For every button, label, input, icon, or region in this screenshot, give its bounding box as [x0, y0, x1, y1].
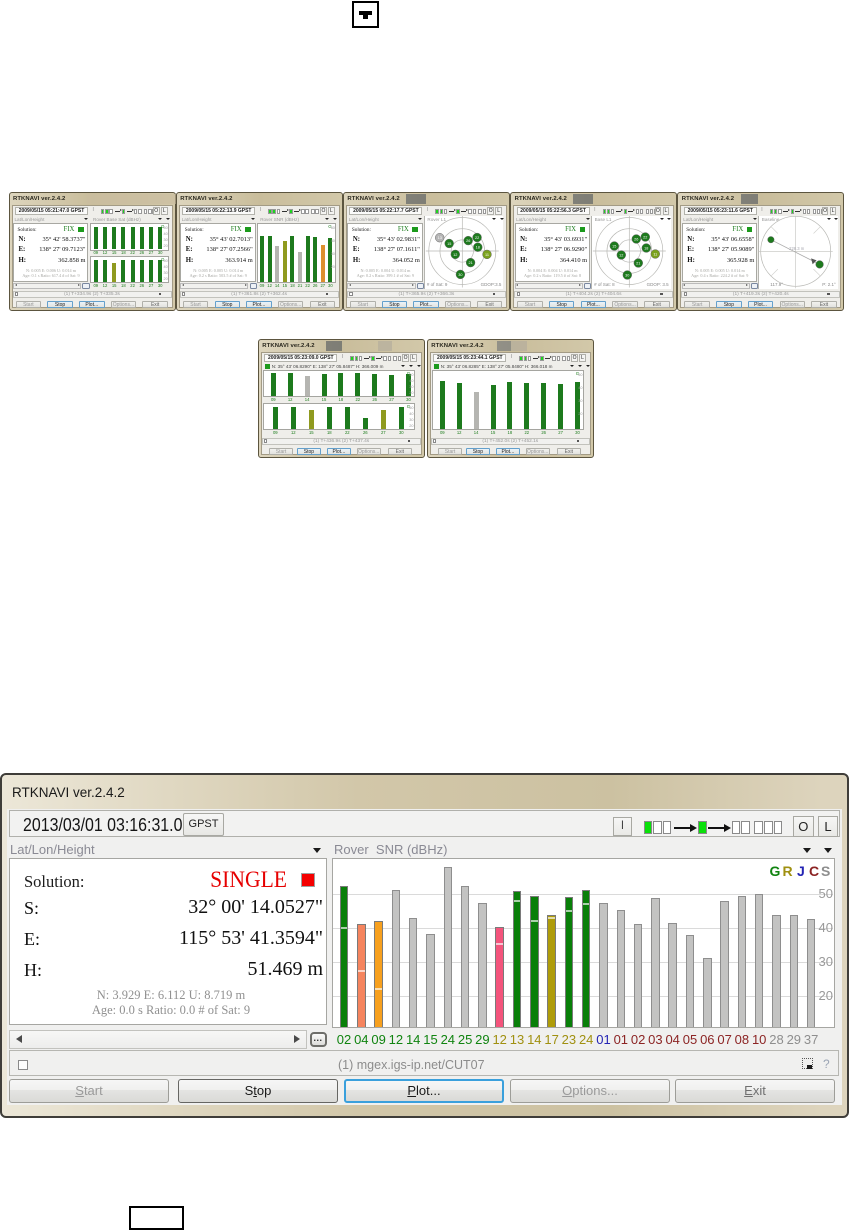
svg-text:12: 12 — [453, 253, 457, 257]
svg-text:15: 15 — [612, 244, 616, 248]
svg-text:15: 15 — [447, 242, 451, 246]
svg-text:21: 21 — [468, 261, 472, 265]
svg-text:26: 26 — [634, 237, 638, 241]
svg-text:11: 11 — [485, 253, 489, 257]
svg-text:22: 22 — [475, 236, 479, 240]
svg-text:12: 12 — [619, 253, 623, 257]
svg-text:30: 30 — [458, 273, 462, 277]
svg-text:18: 18 — [644, 246, 648, 250]
svg-text:18: 18 — [476, 246, 480, 250]
svg-text:26: 26 — [466, 239, 470, 243]
svg-text:22: 22 — [643, 235, 647, 239]
svg-text:11: 11 — [653, 252, 657, 256]
svg-text:13: 13 — [437, 236, 441, 240]
svg-text:226.3 m: 226.3 m — [789, 246, 805, 251]
svg-text:21: 21 — [636, 261, 640, 265]
svg-text:30: 30 — [625, 273, 629, 277]
